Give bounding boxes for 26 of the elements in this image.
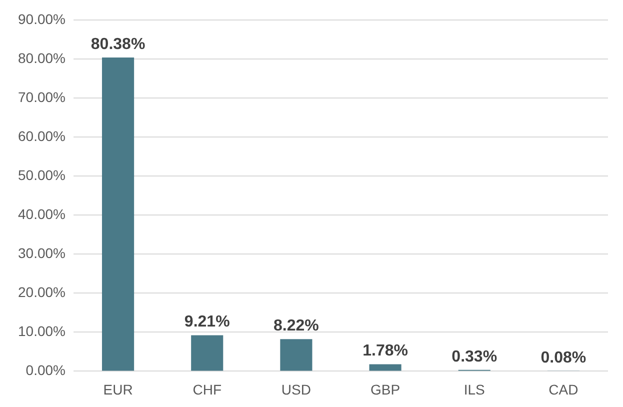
y-tick-label: 0.00% (26, 362, 66, 378)
data-label: 9.21% (184, 314, 230, 331)
x-tick-label: ILS (464, 381, 485, 398)
bar (191, 335, 224, 371)
y-tick-label: 10.00% (18, 323, 66, 340)
x-tick-label: EUR (103, 381, 133, 398)
y-tick-label: 70.00% (18, 88, 66, 105)
data-label: 80.38% (90, 36, 146, 53)
y-tick-label: 30.00% (18, 244, 66, 261)
data-label: 0.33% (452, 348, 498, 366)
y-tick-label: 50.00% (18, 166, 66, 183)
y-tick-label: 80.00% (18, 50, 66, 66)
x-tick-label: GBP (370, 381, 400, 398)
y-tick-label: 90.00% (18, 10, 66, 27)
x-tick-label: CAD (548, 381, 578, 398)
data-label: 0.08% (540, 349, 586, 366)
y-tick-label: 40.00% (18, 206, 66, 222)
y-tick-label: 20.00% (18, 284, 66, 300)
x-tick-label: USD (281, 381, 311, 398)
bar (280, 339, 312, 371)
data-label: 8.22% (274, 318, 319, 335)
x-tick-label: CHF (192, 381, 222, 398)
bar (102, 58, 134, 371)
data-label: 1.78% (362, 342, 408, 360)
y-tick-label: 60.00% (18, 128, 66, 144)
bar (369, 364, 402, 371)
